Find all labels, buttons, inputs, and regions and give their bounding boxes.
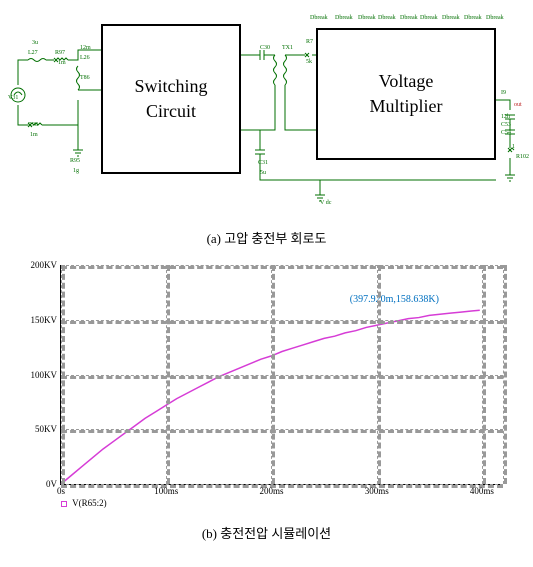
legend-marker (61, 501, 67, 507)
gridline-h (61, 375, 503, 379)
y-tick-label: 100KV (31, 370, 62, 380)
y-tick-label: 150KV (31, 315, 62, 325)
figure-b-chart: (397.920m,158.638K) V(R65:2) 0V50KV100KV… (10, 255, 523, 515)
plot-area: (397.920m,158.638K) V(R65:2) 0V50KV100KV… (60, 265, 503, 485)
x-tick-label: 0s (57, 484, 65, 496)
gridline-h (61, 429, 503, 433)
x-tick-label: 300ms (365, 484, 389, 496)
gridline-v (271, 265, 275, 484)
gridline-v (166, 265, 170, 484)
gridline-v (377, 265, 381, 484)
figure-b-caption: (b) 충전전압 시뮬레이션 (10, 523, 523, 542)
figure-a-caption: (a) 고압 충전부 회로도 (10, 228, 523, 247)
gridline-v (482, 265, 486, 484)
gridline-v (503, 265, 507, 484)
gridline-h (61, 265, 503, 269)
y-tick-label: 50KV (35, 424, 61, 434)
figure-a-schematic: Switching Circuit Voltage Multiplier 3u … (10, 10, 523, 220)
x-tick-label: 100ms (154, 484, 178, 496)
y-tick-label: 200KV (31, 260, 62, 270)
annotation-text: (397.920m,158.638K) (350, 294, 439, 305)
x-tick-label: 200ms (259, 484, 283, 496)
circuit-schematic: Switching Circuit Voltage Multiplier 3u … (10, 10, 523, 220)
legend-label: V(R65:2) (72, 498, 107, 508)
gridline-h (61, 320, 503, 324)
circuit-wires (10, 10, 523, 220)
gridline-v (61, 265, 65, 484)
x-tick-label: 400ms (470, 484, 494, 496)
